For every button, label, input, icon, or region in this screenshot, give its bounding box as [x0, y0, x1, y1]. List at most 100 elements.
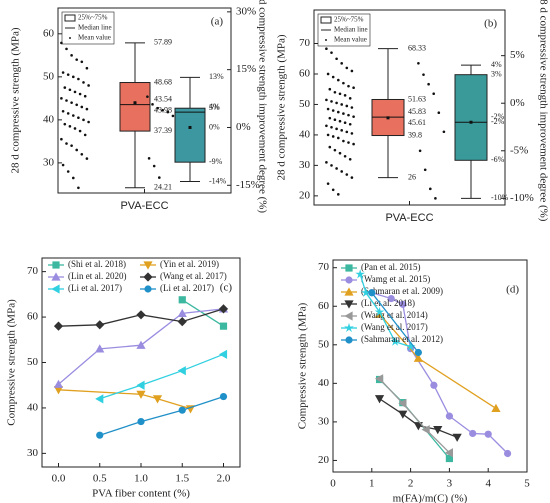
data-point [66, 112, 70, 115]
data-point [352, 115, 355, 118]
data-point [335, 167, 338, 170]
series-line [379, 398, 458, 438]
marker [152, 395, 163, 404]
legend-marker [52, 261, 60, 269]
data-point [328, 116, 332, 120]
y-tick-label: 60 [299, 68, 311, 80]
legend-label: Median line [334, 26, 368, 34]
data-point [418, 149, 422, 153]
mean-marker [133, 101, 137, 105]
marker [219, 392, 228, 401]
data-point [72, 114, 75, 117]
data-point [333, 118, 337, 121]
data-point [61, 109, 65, 113]
data-point [442, 130, 446, 134]
legend-label: (Lin et al. 2020) [68, 271, 126, 281]
marker [405, 341, 416, 351]
mean-marker [188, 125, 192, 129]
data-point [348, 97, 352, 100]
data-point [429, 187, 432, 191]
data-point [347, 141, 350, 144]
legend-label: (Sahmaran et al. 2009) [361, 286, 443, 296]
marker [387, 294, 395, 303]
value-label: 51.63 [408, 94, 426, 103]
panel-label: (b) [484, 18, 497, 30]
data-point [337, 136, 340, 140]
data-point [75, 58, 78, 61]
y2-tick-label: 5% [510, 49, 525, 61]
x-tick-label: 4 [485, 478, 491, 490]
value-label: 13% [209, 72, 224, 81]
marker [95, 320, 105, 330]
value-label: 48.68 [154, 77, 172, 86]
data-point [335, 101, 338, 105]
data-point [343, 121, 347, 125]
marker [491, 403, 501, 412]
marker [136, 340, 146, 349]
data-point [331, 135, 335, 138]
data-point [335, 127, 338, 131]
marker [177, 366, 186, 376]
data-point [326, 107, 330, 111]
y-tick-label: 40 [43, 113, 55, 125]
data-point [437, 111, 441, 115]
data-point [350, 132, 354, 135]
data-point [342, 112, 345, 115]
marker [469, 429, 477, 438]
marker [484, 430, 492, 438]
legend-marker [344, 311, 353, 321]
data-point [72, 176, 75, 180]
y-tick-label: 30 [27, 447, 39, 459]
x-tick-label: 0.0 [52, 473, 66, 485]
legend-marker [144, 285, 152, 293]
value-label: 24.21 [154, 183, 172, 192]
data-point [77, 186, 80, 190]
data-point [338, 92, 342, 96]
data-point [70, 54, 73, 57]
data-point [325, 161, 328, 164]
x-tick-label: 1.0 [134, 473, 148, 485]
data-point [340, 170, 344, 173]
value-label: -9% [209, 157, 223, 166]
legend-label: (Wang et al. 2014) [361, 310, 428, 320]
data-point [83, 94, 87, 98]
series-line [379, 378, 450, 454]
data-point [61, 71, 65, 74]
data-point [151, 103, 154, 106]
legend-label: (Yin et al. 2019) [160, 259, 219, 269]
value-label: 45.83 [408, 107, 426, 116]
data-point [60, 97, 63, 100]
y2-axis-title: 28d compressive strength improvement deg… [256, 0, 268, 213]
data-point [325, 124, 328, 128]
data-point [65, 99, 68, 102]
value-label: 3% [491, 70, 502, 79]
value-label: 43.54 [154, 94, 172, 103]
marker [53, 321, 64, 331]
data-point [60, 41, 63, 45]
legend-label: (Pan et al. 2015) [361, 262, 420, 272]
marker [219, 322, 228, 330]
data-point [146, 95, 149, 98]
data-point [68, 125, 72, 128]
data-point [352, 86, 355, 89]
panel-label: (d) [506, 284, 519, 296]
plot-frame [332, 259, 528, 473]
marker [444, 448, 453, 458]
data-point [65, 142, 68, 145]
y-tick-label: 30 [43, 156, 55, 168]
value-label: 26 [408, 172, 416, 181]
y-tick-label: 20 [318, 454, 330, 466]
legend-swatch [325, 39, 327, 41]
data-point [80, 152, 84, 156]
data-point [345, 104, 349, 108]
value-label: 4% [491, 60, 502, 69]
data-point [417, 61, 420, 65]
y-tick-label: 60 [27, 311, 39, 323]
legend-label: 25%~75% [78, 14, 108, 22]
y-tick-label: 20 [299, 189, 311, 201]
x-tick-label: 2 [408, 478, 414, 490]
marker [399, 300, 407, 308]
data-point [161, 108, 164, 112]
y-tick-label: 50 [43, 70, 55, 82]
y-axis-title: Compressive strength (MPa) [297, 302, 309, 429]
